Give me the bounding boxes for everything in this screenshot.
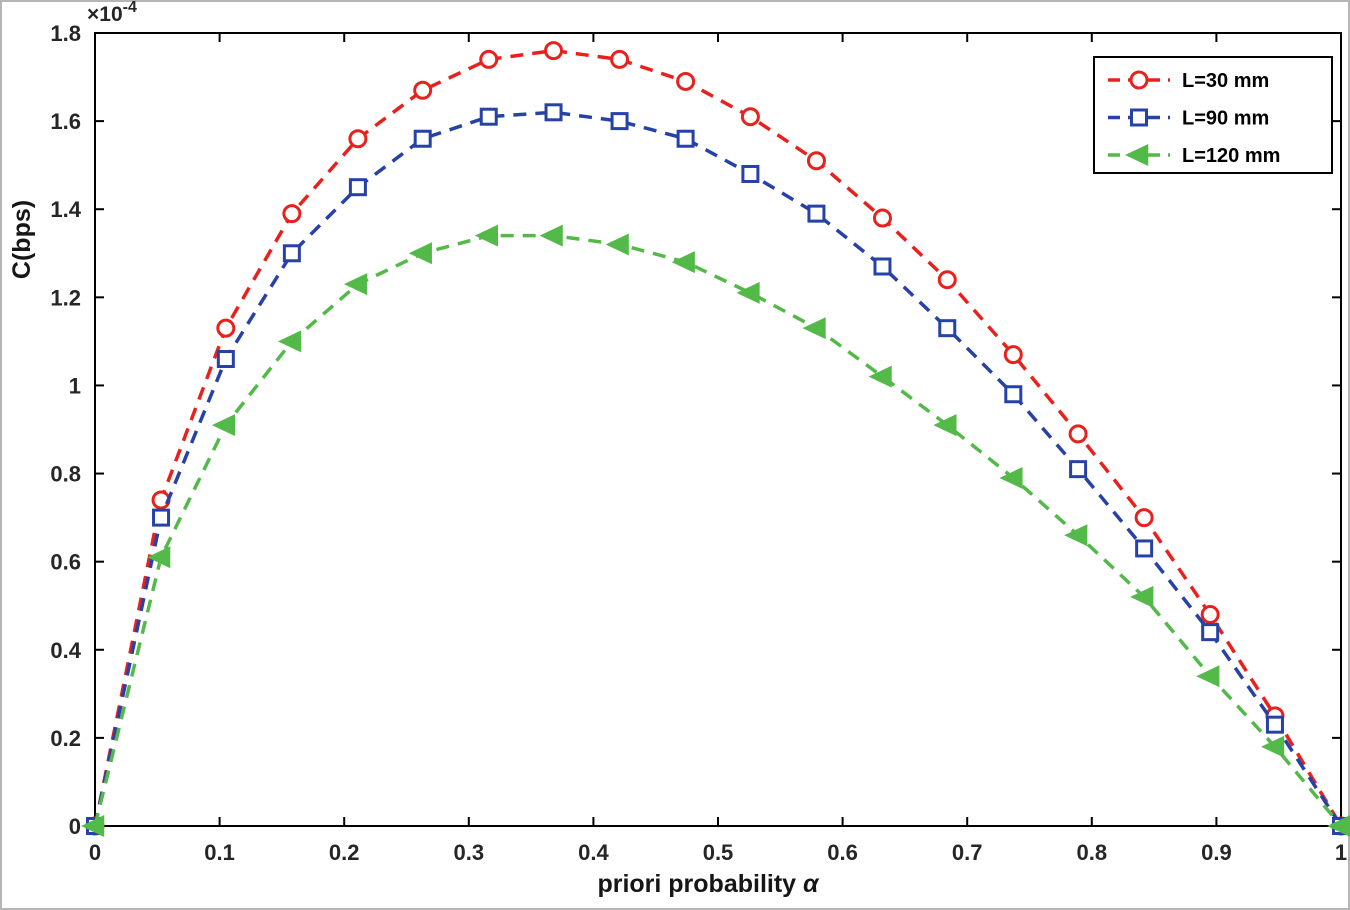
y-tick-label: 0 [69,814,81,839]
series-l-120-mm [81,224,1350,837]
square-marker [1265,715,1284,734]
legend-label: L=120 mm [1182,145,1280,167]
triangle-left-marker [1327,815,1350,837]
square-marker [938,319,957,338]
triangle-left-marker [1125,144,1149,166]
square-marker [479,107,498,126]
x-tick-label: 0.1 [204,840,235,865]
triangle-left-marker [999,466,1023,489]
y-tick-label: 1.2 [50,285,81,310]
triangle-left-marker [605,233,629,256]
square-marker [1069,460,1088,479]
circle-marker [1068,424,1088,444]
circle-marker [1200,605,1220,625]
triangle-left-marker [408,242,432,265]
y-axis-multiplier: ×10-4 [87,0,137,26]
circle-marker [348,129,368,149]
circle-marker [872,208,892,228]
circle-marker [806,151,826,171]
x-tick-label: 0.7 [952,840,983,865]
y-axis-label: C(bps) [8,200,36,279]
x-tick-label: 0.9 [1201,840,1232,865]
triangle-left-marker [277,330,302,353]
triangle-left-marker [81,815,105,837]
triangle-left-marker [868,365,892,388]
legend-label: L=90 mm [1182,108,1269,130]
square-marker [282,244,301,263]
circle-marker [216,318,236,338]
y-tick-label: 1.4 [50,197,81,222]
square-marker [610,112,629,131]
legend-label: L=30 mm [1182,70,1269,92]
circle-marker [676,71,696,91]
square-marker [348,178,367,197]
y-tick-label: 1.6 [50,109,81,134]
square-marker [1135,539,1154,558]
square-marker [413,129,432,148]
series-line [93,110,1343,827]
circle-marker [479,49,499,69]
square-marker [873,257,892,276]
circle-marker [740,107,760,127]
legend: L=30 mm L=90 mm L=120 mm [1093,56,1333,174]
x-tick-label: 0.2 [329,840,360,865]
circle-marker [1134,508,1154,528]
triangle-left-marker [343,273,368,296]
triangle-left-marker [474,224,498,247]
y-tick-label: 0.6 [50,550,81,575]
circle-marker [1129,70,1149,90]
x-axis-label: priori probability α [597,870,820,898]
y-tick-label: 0.2 [50,726,81,751]
square-marker [807,204,826,223]
series-l-90-mm [86,103,1350,835]
x-tick-label: 0.3 [454,840,485,865]
square-marker [1130,108,1148,127]
circle-marker [544,41,564,61]
y-tick-label: 1 [69,373,81,398]
triangle-left-marker [1130,585,1154,608]
y-tick-label: 1.8 [50,21,81,46]
circle-marker [282,204,302,224]
square-marker [676,129,695,148]
triangle-left-marker [802,317,826,340]
circle-marker [413,80,433,100]
y-tick-label: 0.4 [50,638,81,663]
x-tick-label: 0.4 [578,840,609,865]
triangle-left-marker [539,224,563,247]
triangle-left-marker [1196,665,1220,688]
square-marker [544,103,563,122]
x-tick-label: 0.6 [827,840,858,865]
square-marker [741,164,760,183]
triangle-left-marker [147,546,171,569]
triangle-left-marker [1261,735,1285,758]
x-tick-label: 0 [89,840,101,865]
circle-marker [1003,345,1023,365]
square-marker [216,350,235,369]
square-marker [152,508,171,527]
square-marker [1201,623,1220,642]
y-tick-label: 0.8 [50,462,81,487]
series-line [93,48,1343,827]
circle-marker [610,49,630,69]
x-tick-label: 0.5 [703,840,734,865]
square-marker [1004,385,1023,404]
x-tick-label: 0.8 [1077,840,1108,865]
triangle-left-marker [1064,524,1088,547]
series-line [93,233,1343,828]
triangle-left-marker [211,414,236,437]
ticks: 0 0.1 0.2 0.3 0.4 0.5 0.6 0.7 0.8 0.9 1 0 0.2 0.4 0.6 0… [50,21,1347,865]
triangle-left-marker [736,281,760,304]
triangle-left-marker [933,414,957,437]
x-tick-label: 1 [1335,840,1347,865]
triangle-left-marker [671,251,695,274]
circle-marker [937,270,957,290]
